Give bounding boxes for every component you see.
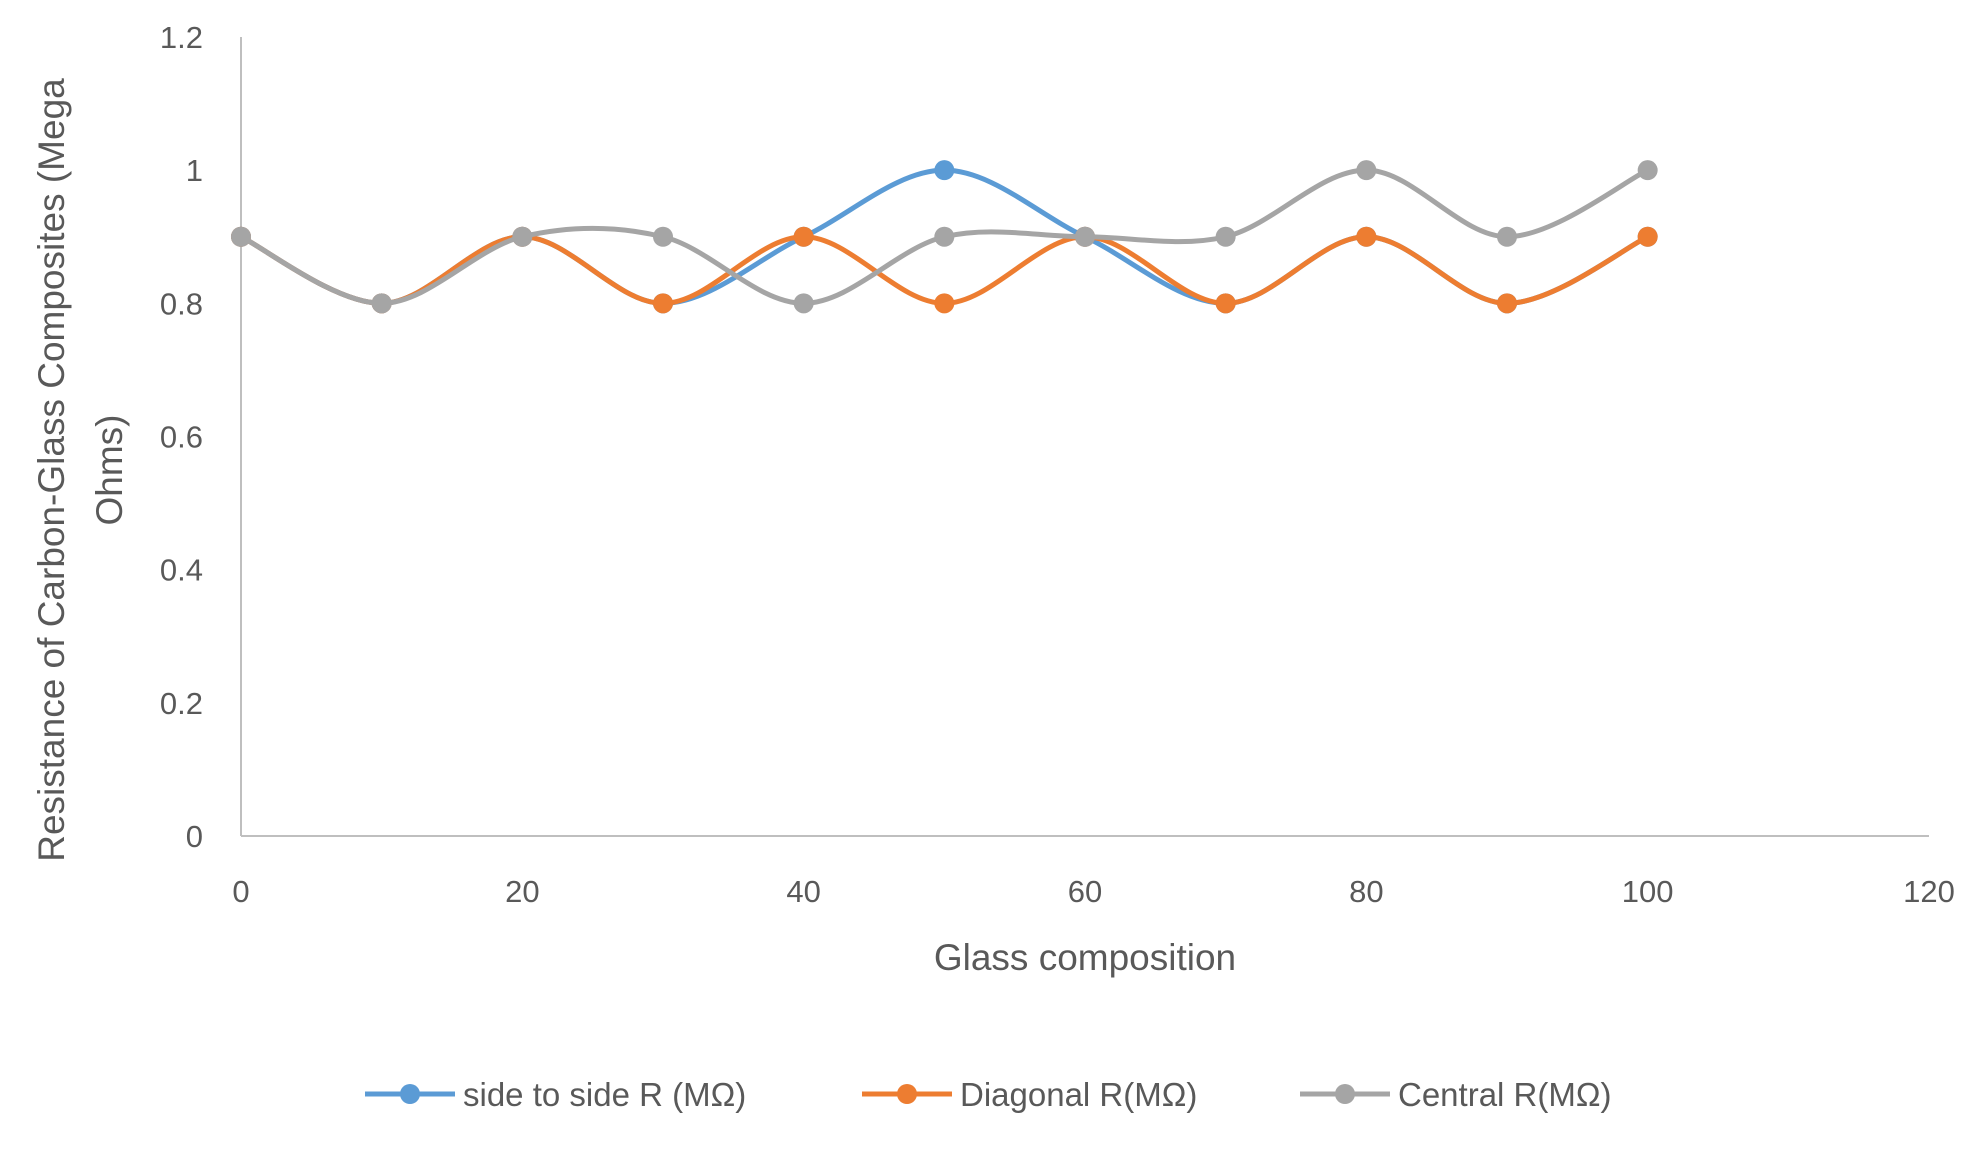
legend-marker-icon	[897, 1084, 917, 1104]
y-tick-label: 1	[186, 153, 203, 188]
y-tick-label: 0	[186, 819, 203, 854]
data-point	[1356, 226, 1377, 247]
x-tick-labels: 0 20 40 60 80 100 120	[232, 874, 1954, 909]
data-point	[1637, 160, 1658, 181]
legend-label: Diagonal R(MΩ)	[960, 1076, 1197, 1113]
legend-item: Central R(MΩ)	[1300, 1076, 1612, 1113]
y-axis-title-line1: Resistance of Carbon-Glass Composites (M…	[31, 78, 72, 862]
y-tick-label: 0.6	[160, 420, 203, 455]
x-tick-label: 0	[232, 874, 249, 909]
y-tick-labels: 0 0.2 0.4 0.6 0.8 1 1.2	[160, 20, 203, 854]
data-point	[653, 293, 673, 314]
series-2	[231, 160, 1658, 314]
y-tick-label: 0.2	[160, 686, 203, 721]
data-point	[1637, 226, 1658, 247]
legend-marker-icon	[1335, 1084, 1355, 1104]
series-group	[231, 160, 1658, 314]
data-point	[793, 226, 814, 247]
x-tick-label: 60	[1068, 874, 1102, 909]
y-tick-label: 0.8	[160, 286, 203, 321]
legend: side to side R (MΩ) Diagonal R(MΩ) Central…	[365, 1076, 1612, 1113]
data-point	[1497, 226, 1517, 247]
x-tick-label: 20	[505, 874, 539, 909]
data-point	[1215, 293, 1236, 314]
data-point	[934, 293, 955, 314]
data-point	[653, 226, 673, 247]
x-tick-label: 80	[1349, 874, 1383, 909]
data-point	[512, 226, 533, 247]
data-point	[793, 293, 814, 314]
y-tick-label: 0.4	[160, 553, 203, 588]
data-point	[371, 293, 392, 314]
y-tick-label: 1.2	[160, 20, 203, 55]
data-point	[1215, 226, 1236, 247]
x-tick-label: 100	[1622, 874, 1674, 909]
data-point	[1075, 226, 1095, 247]
x-tick-label: 40	[786, 874, 820, 909]
legend-item: Diagonal R(MΩ)	[862, 1076, 1197, 1113]
data-point	[934, 226, 955, 247]
legend-label: side to side R (MΩ)	[463, 1076, 746, 1113]
data-point	[1497, 293, 1517, 314]
y-axis-title-line2: Ohms)	[89, 415, 130, 526]
axes	[240, 37, 1929, 837]
legend-item: side to side R (MΩ)	[365, 1076, 746, 1113]
legend-marker-icon	[400, 1084, 420, 1104]
data-point	[231, 226, 251, 247]
legend-label: Central R(MΩ)	[1398, 1076, 1612, 1113]
data-point	[934, 160, 955, 181]
x-tick-label: 120	[1903, 874, 1955, 909]
x-axis-title: Glass composition	[934, 937, 1236, 978]
data-point	[1356, 160, 1377, 181]
